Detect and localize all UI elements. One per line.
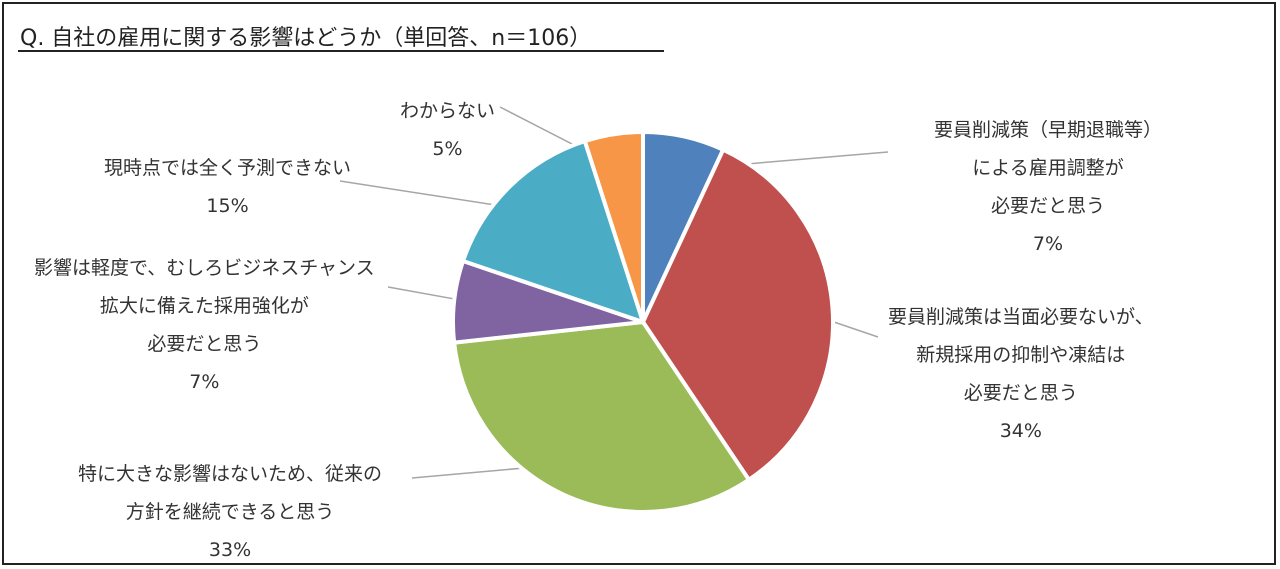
slice-percent: 15% bbox=[206, 195, 249, 217]
pie-slice-6 bbox=[582, 130, 645, 324]
slice-label-line: 影響は軽度で、むしろビジネスチャンス bbox=[34, 257, 375, 279]
slice-label-3: 特に大きな影響はないため、従来の 方針を継続できると思う 33% bbox=[78, 455, 382, 569]
slice-label-line: 新規採用の抑制や凍結は bbox=[916, 344, 1126, 366]
slice-label-4: 影響は軽度で、むしろビジネスチャンス 拡大に備えた採用強化が 必要だと思う 7% bbox=[34, 249, 375, 401]
slice-label-6: わからない 5% bbox=[400, 92, 495, 168]
slice-label-line: 必要だと思う bbox=[963, 382, 1078, 404]
slice-percent: 7% bbox=[189, 371, 220, 393]
slice-percent: 34% bbox=[999, 420, 1042, 442]
slice-label-line: 必要だと思う bbox=[991, 195, 1106, 217]
slice-percent: 33% bbox=[208, 539, 252, 561]
slice-label-line: 拡大に備えた採用強化が bbox=[99, 295, 309, 317]
slice-label-line: 現時点では全く予測できない bbox=[104, 157, 352, 179]
slice-label-line: 方針を継続できると思う bbox=[125, 501, 335, 523]
slice-percent: 5% bbox=[432, 138, 463, 160]
slice-label-1: 要員削減策（早期退職等） による雇用調整が 必要だと思う 7% bbox=[934, 111, 1162, 263]
slice-label-line: わからない bbox=[400, 100, 496, 122]
pie-slice-3 bbox=[452, 320, 751, 514]
slice-label-line: による雇用調整が bbox=[972, 157, 1124, 179]
slice-label-line: 要員削減策は当面必要ないが、 bbox=[888, 306, 1154, 328]
slice-percent: 7% bbox=[1032, 233, 1064, 255]
slice-label-line: 必要だと思う bbox=[147, 333, 262, 355]
slice-label-line: 要員削減策（早期退職等） bbox=[934, 119, 1163, 141]
title-underline bbox=[18, 50, 664, 52]
chart-title: Q. 自社の雇用に関する影響はどうか（単回答、n＝106） bbox=[20, 26, 592, 51]
slice-label-5: 現時点では全く予測できない 15% bbox=[104, 149, 351, 225]
slice-label-2: 要員削減策は当面必要ないが、 新規採用の抑制や凍結は 必要だと思う 34% bbox=[888, 298, 1154, 450]
slice-label-line: 特に大きな影響はないため、従来の bbox=[78, 463, 383, 485]
pie-slice-2 bbox=[641, 147, 835, 482]
